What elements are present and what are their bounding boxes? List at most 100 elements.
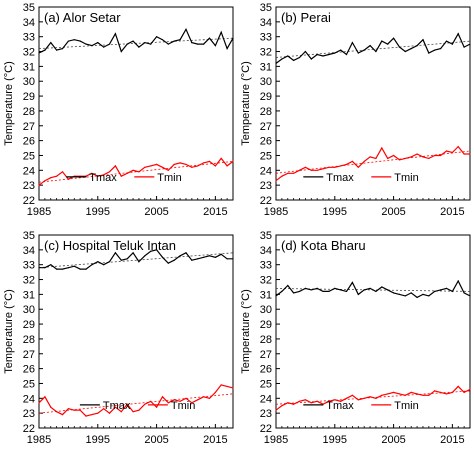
data-point-tmax: [191, 259, 193, 261]
y-tick-label: 30: [23, 76, 35, 88]
x-tick-label: 1985: [264, 434, 288, 446]
data-point-tmax: [161, 39, 164, 41]
data-point-tmin: [126, 172, 128, 174]
data-point-tmax: [208, 255, 211, 257]
data-point-tmin: [56, 175, 58, 177]
data-point-tmax: [351, 281, 353, 284]
data-point-tmax: [457, 280, 459, 282]
data-point-tmin: [334, 399, 336, 401]
data-point-tmin: [463, 153, 465, 155]
data-point-tmin: [226, 385, 228, 387]
data-point-tmax: [50, 42, 52, 44]
data-point-tmax: [67, 40, 69, 42]
data-point-tmin: [345, 397, 348, 399]
data-point-tmax: [179, 255, 181, 257]
legend-label-tmin: Tmin: [157, 172, 181, 184]
data-point-tmax: [334, 287, 336, 289]
y-tick-label: 33: [260, 32, 272, 44]
data-point-tmax: [44, 49, 46, 51]
y-tick-label: 30: [260, 304, 272, 316]
data-point-tmax: [156, 249, 158, 251]
legend-label-tmin: Tmin: [171, 400, 195, 412]
data-point-tmin: [114, 406, 116, 408]
data-point-tmin: [281, 175, 283, 177]
data-point-tmax: [398, 293, 401, 295]
data-point-tmin: [44, 396, 46, 398]
data-point-tmax: [451, 290, 453, 292]
data-point-tmin: [161, 396, 164, 398]
data-point-tmax: [416, 296, 418, 298]
data-point-tmin: [156, 163, 158, 165]
data-point-tmin: [469, 388, 471, 390]
legend-label-tmax: Tmax: [103, 400, 131, 412]
data-point-tmax: [351, 42, 353, 44]
data-point-tmax: [61, 268, 64, 270]
data-point-tmax: [357, 293, 359, 295]
data-point-tmax: [56, 268, 58, 270]
data-point-tmin: [375, 397, 377, 399]
data-point-tmin: [214, 391, 216, 393]
chart-panel-2: 22 23 24 25 26 27 28 29 30 31 32 33 34 35 1985 1995 2005…: [3, 230, 234, 446]
y-tick-label: 33: [260, 260, 272, 272]
data-point-tmin: [428, 394, 430, 396]
data-point-tmin: [191, 166, 193, 168]
data-point-tmin: [304, 399, 306, 401]
data-point-tmin: [445, 393, 448, 395]
y-tick-label: 31: [23, 289, 35, 301]
data-point-tmin: [275, 409, 277, 411]
y-tick-label: 22: [23, 423, 35, 435]
data-point-tmin: [293, 403, 295, 405]
data-point-tmax: [410, 292, 412, 294]
series-line-tmin: [38, 384, 234, 417]
data-point-tmin: [220, 157, 222, 159]
y-tick-label: 25: [23, 378, 35, 390]
data-point-tmax: [50, 264, 52, 266]
data-point-tmax: [214, 256, 216, 258]
plot-frame: [275, 234, 471, 429]
chart-panel-1: 22 23 24 25 26 27 28 29 30 31 32 33 34 35 1985 1995 2005…: [240, 2, 471, 218]
y-tick-label: 24: [260, 393, 272, 405]
panel-title: (c) Hospital Teluk Intan: [44, 238, 176, 253]
data-point-tmax: [434, 49, 436, 51]
y-tick-label: 29: [23, 91, 35, 103]
data-point-tmax: [114, 252, 116, 254]
data-point-tmin: [428, 157, 430, 159]
x-tick-label: 2015: [440, 206, 464, 218]
data-point-tmin: [451, 391, 453, 393]
data-point-tmin: [457, 146, 459, 148]
data-point-tmin: [50, 406, 52, 408]
data-point-tmin: [463, 391, 465, 393]
x-tick-label: 2015: [203, 434, 227, 446]
data-point-tmin: [56, 411, 58, 413]
trend-line-tmin: [38, 161, 234, 183]
data-point-tmin: [287, 172, 289, 174]
data-point-tmax: [369, 45, 371, 47]
x-tick-label: 2005: [381, 434, 405, 446]
y-tick-label: 22: [260, 423, 272, 435]
data-point-tmin: [150, 400, 152, 402]
data-point-tmin: [387, 157, 389, 159]
data-point-tmax: [387, 289, 389, 291]
data-point-tmax: [79, 268, 81, 270]
data-point-tmin: [351, 394, 353, 396]
x-tick-label: 1985: [27, 434, 51, 446]
x-tick-label: 2005: [144, 206, 168, 218]
data-point-tmax: [322, 55, 324, 57]
data-point-tmax: [322, 290, 324, 292]
data-point-tmax: [345, 290, 348, 292]
y-tick-label: 31: [260, 61, 272, 73]
data-point-tmin: [73, 409, 75, 411]
data-point-tmin: [38, 184, 40, 186]
data-point-tmin: [156, 406, 158, 408]
data-point-tmax: [398, 46, 401, 48]
y-tick-label: 32: [260, 275, 272, 287]
data-point-tmax: [440, 48, 442, 50]
data-point-tmin: [203, 396, 205, 398]
y-tick-label: 29: [23, 319, 35, 331]
y-tick-label: 28: [260, 334, 272, 346]
data-point-tmax: [387, 43, 389, 45]
data-point-tmin: [232, 160, 234, 162]
data-point-tmax: [293, 59, 295, 62]
data-point-tmin: [173, 163, 175, 165]
data-point-tmax: [150, 43, 152, 45]
